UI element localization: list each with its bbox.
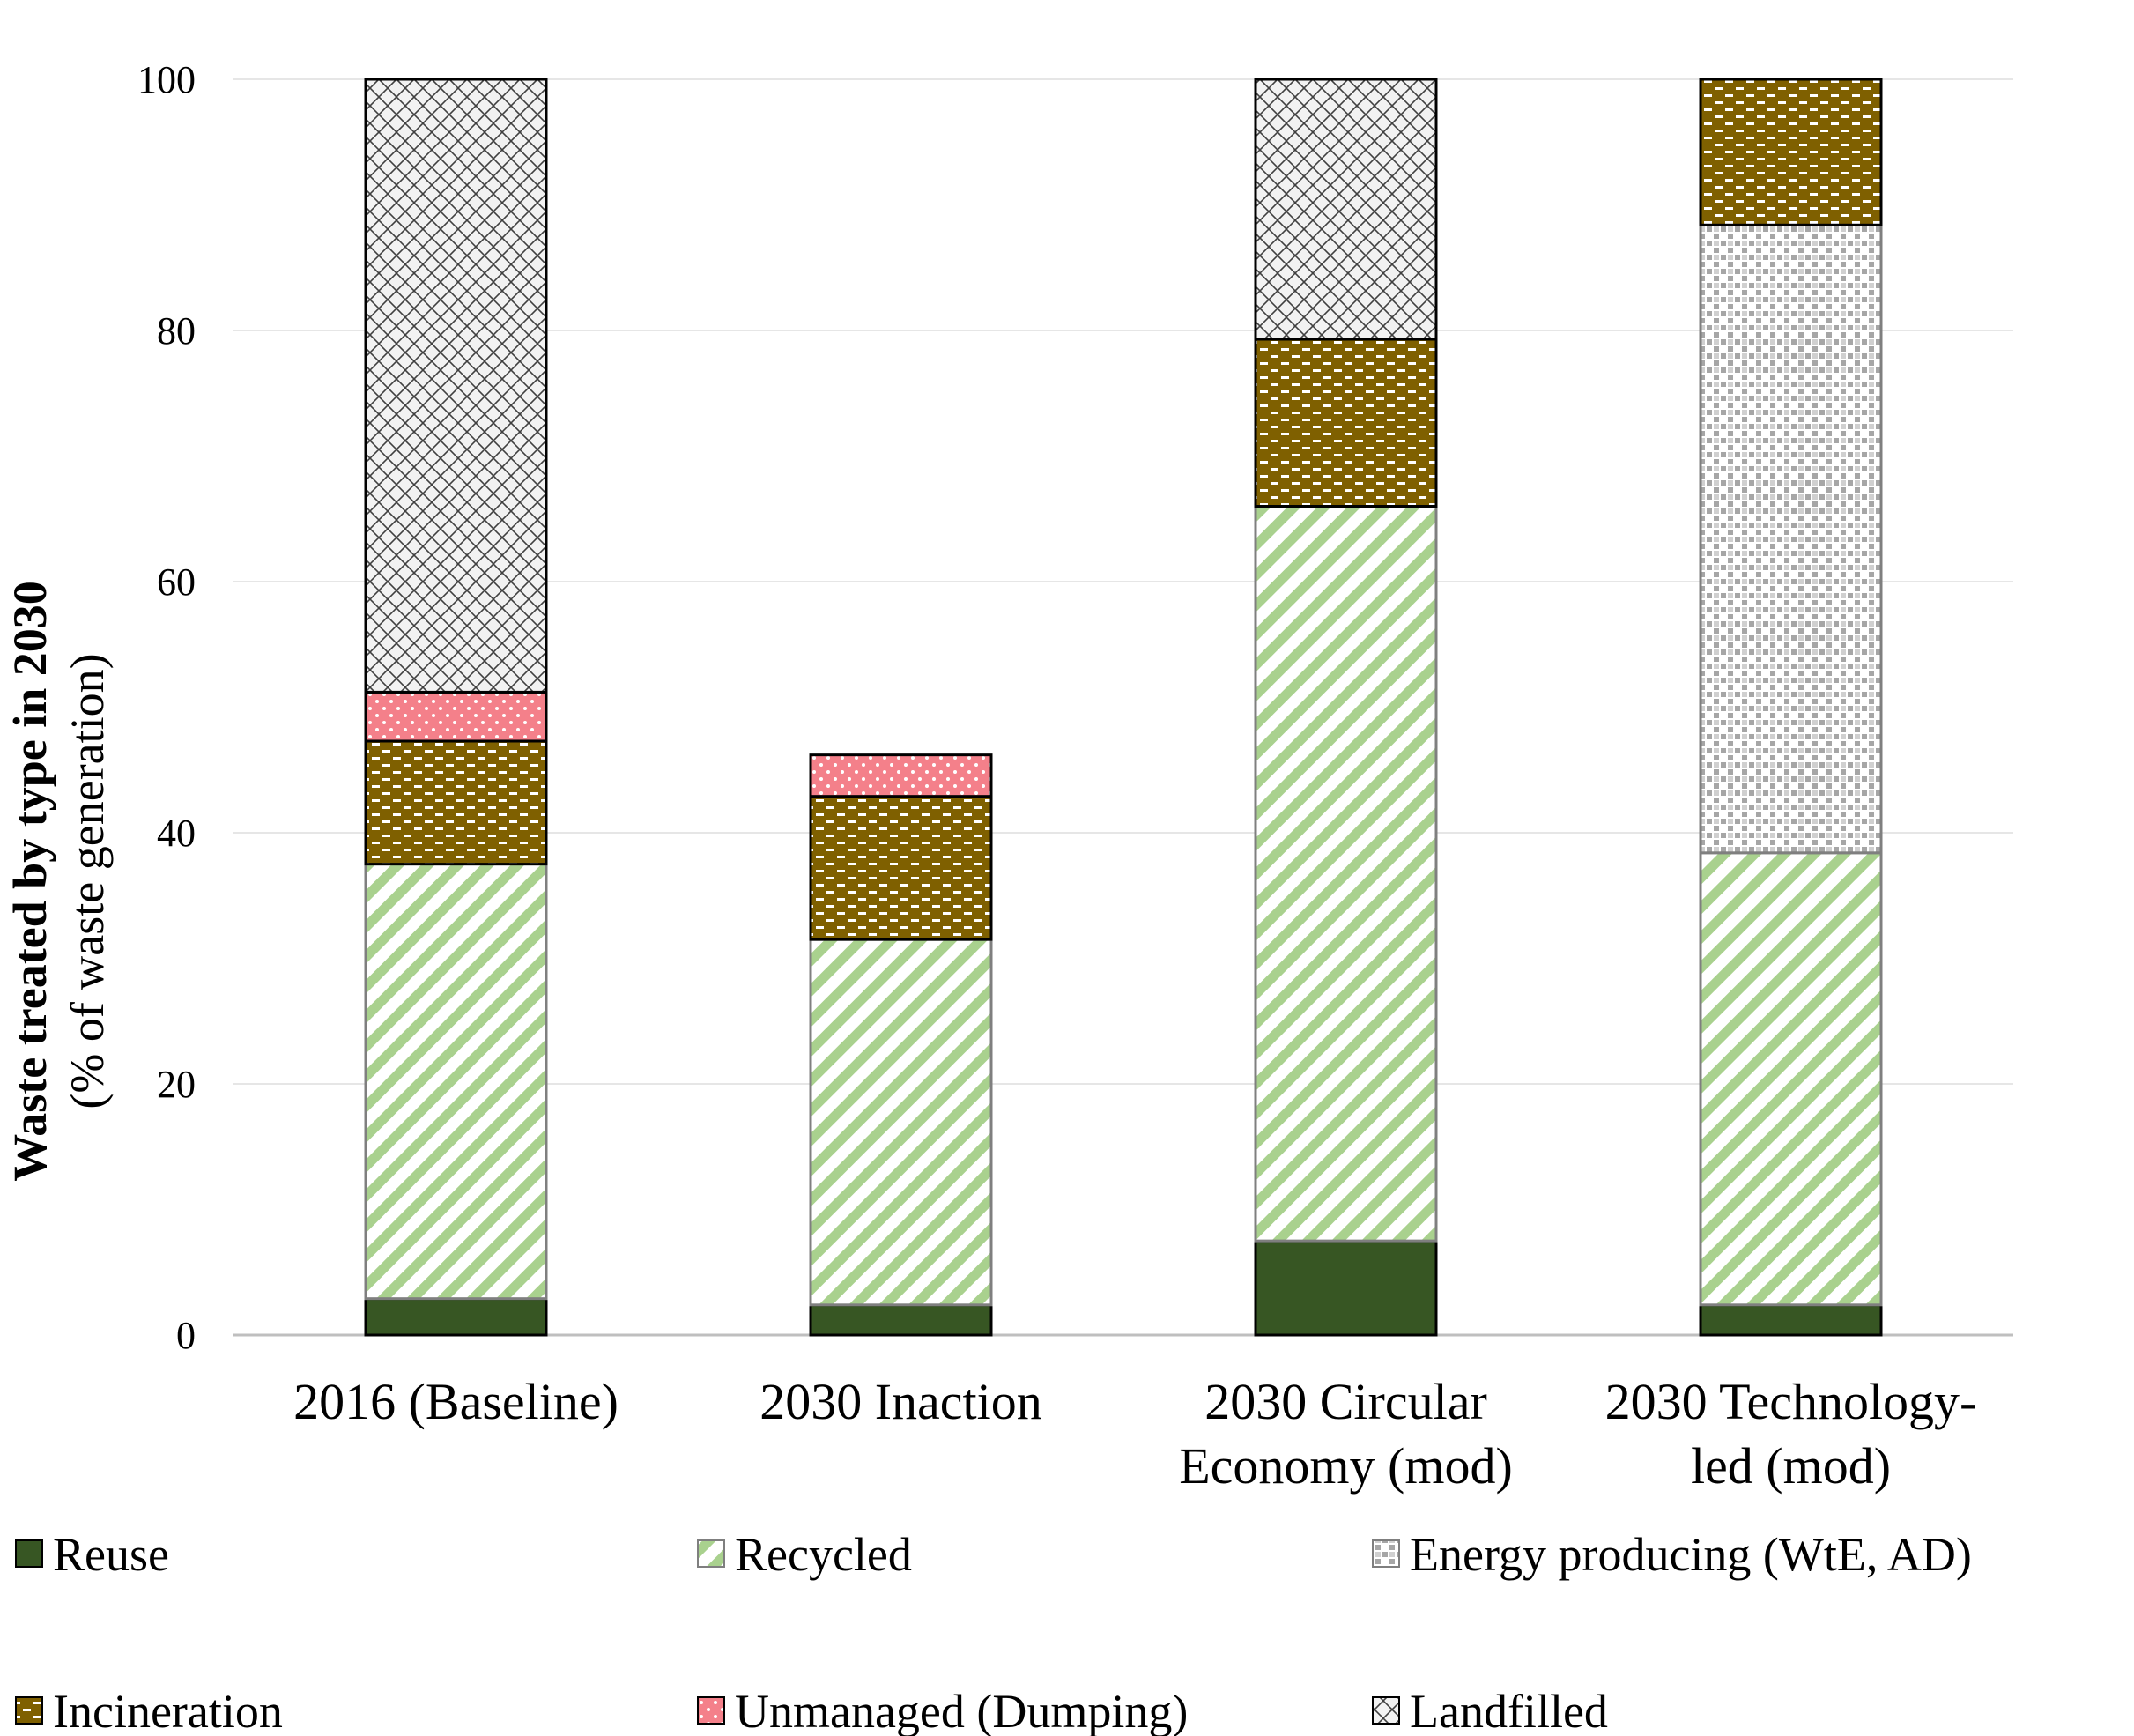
legend-swatch: [1372, 1696, 1400, 1725]
legend-label: Reuse: [53, 1528, 169, 1581]
x-category-label: 2016 (Baseline): [293, 1373, 619, 1430]
bar-segment-energy-producing-wte-ad: [1699, 223, 1883, 855]
legend-item: Energy producing (WtE, AD): [1372, 1528, 1972, 1581]
y-tick-label: 60: [157, 560, 196, 604]
bar-segment-landfilled: [364, 78, 548, 694]
legend-swatch: [697, 1539, 725, 1568]
legend-item: Reuse: [15, 1528, 169, 1581]
legend-label: Recycled: [735, 1528, 912, 1581]
y-tick-label: 0: [176, 1314, 196, 1357]
bar-segment-incineration: [1254, 338, 1438, 508]
bar-segment-reuse: [1254, 1239, 1438, 1337]
x-category-label: 2030 Technology-: [1605, 1373, 1977, 1430]
y-tick-label: 100: [137, 58, 196, 101]
y-axis-ticks: 0 20 40 60 80 100: [137, 58, 196, 1357]
x-category-label: 2030 Inaction: [759, 1373, 1042, 1430]
bar-segment-reuse: [1699, 1303, 1883, 1337]
y-axis-title: Waste treated by type in 2030 (% of wast…: [4, 581, 114, 1181]
y-axis-sublabel: (% of waste generation): [61, 653, 114, 1109]
legend-swatch: [15, 1539, 43, 1568]
category-labels: 2016 (Baseline) 2030 Inaction 2030 Circula…: [293, 1373, 1976, 1495]
legend-label: Energy producing (WtE, AD): [1410, 1528, 1972, 1581]
bar-segment-landfilled: [1254, 78, 1438, 341]
bar-segment-unmanaged-dumping: [364, 690, 548, 743]
x-category-label: led (mod): [1691, 1437, 1891, 1495]
legend-item: Unmanaged (Dumping): [697, 1685, 1188, 1736]
legend-item: Landfilled: [1372, 1685, 1608, 1736]
bar-segment-incineration: [364, 739, 548, 866]
y-axis-label: Waste treated by type in 2030: [4, 581, 56, 1181]
bar-stack: [1254, 78, 1438, 1337]
bar-segment-recycled: [1254, 505, 1438, 1243]
bar-stack: [364, 78, 548, 1337]
bar-segment-incineration: [809, 795, 993, 941]
legend-label: Unmanaged (Dumping): [735, 1685, 1188, 1736]
legend-item: Incineration: [15, 1685, 283, 1736]
legend-label: Incineration: [53, 1685, 283, 1736]
bar-segment-reuse: [364, 1297, 548, 1337]
bar-segment-incineration: [1699, 78, 1883, 226]
bar-segment-recycled: [809, 938, 993, 1307]
legend-label: Landfilled: [1410, 1685, 1608, 1736]
bar-segment-recycled: [364, 863, 548, 1301]
legend-item: Recycled: [697, 1528, 912, 1581]
bar-stack: [809, 753, 993, 1337]
y-tick-label: 40: [157, 812, 196, 855]
bar-stack: [1699, 78, 1883, 1337]
legend-swatch: [697, 1696, 725, 1725]
bar-segment-reuse: [809, 1303, 993, 1337]
x-category-label: 2030 Circular: [1204, 1373, 1487, 1430]
y-tick-label: 80: [157, 309, 196, 352]
bar-segment-recycled: [1699, 851, 1883, 1307]
legend-swatch: [1372, 1539, 1400, 1568]
bars: [364, 78, 1883, 1337]
x-category-label: Economy (mod): [1179, 1437, 1513, 1495]
legend-swatch: [15, 1696, 43, 1725]
bar-segment-unmanaged-dumping: [809, 753, 993, 798]
legend: Reuse Recycled Energy producing (WtE, AD) I…: [15, 1528, 1972, 1736]
y-tick-label: 20: [157, 1063, 196, 1106]
